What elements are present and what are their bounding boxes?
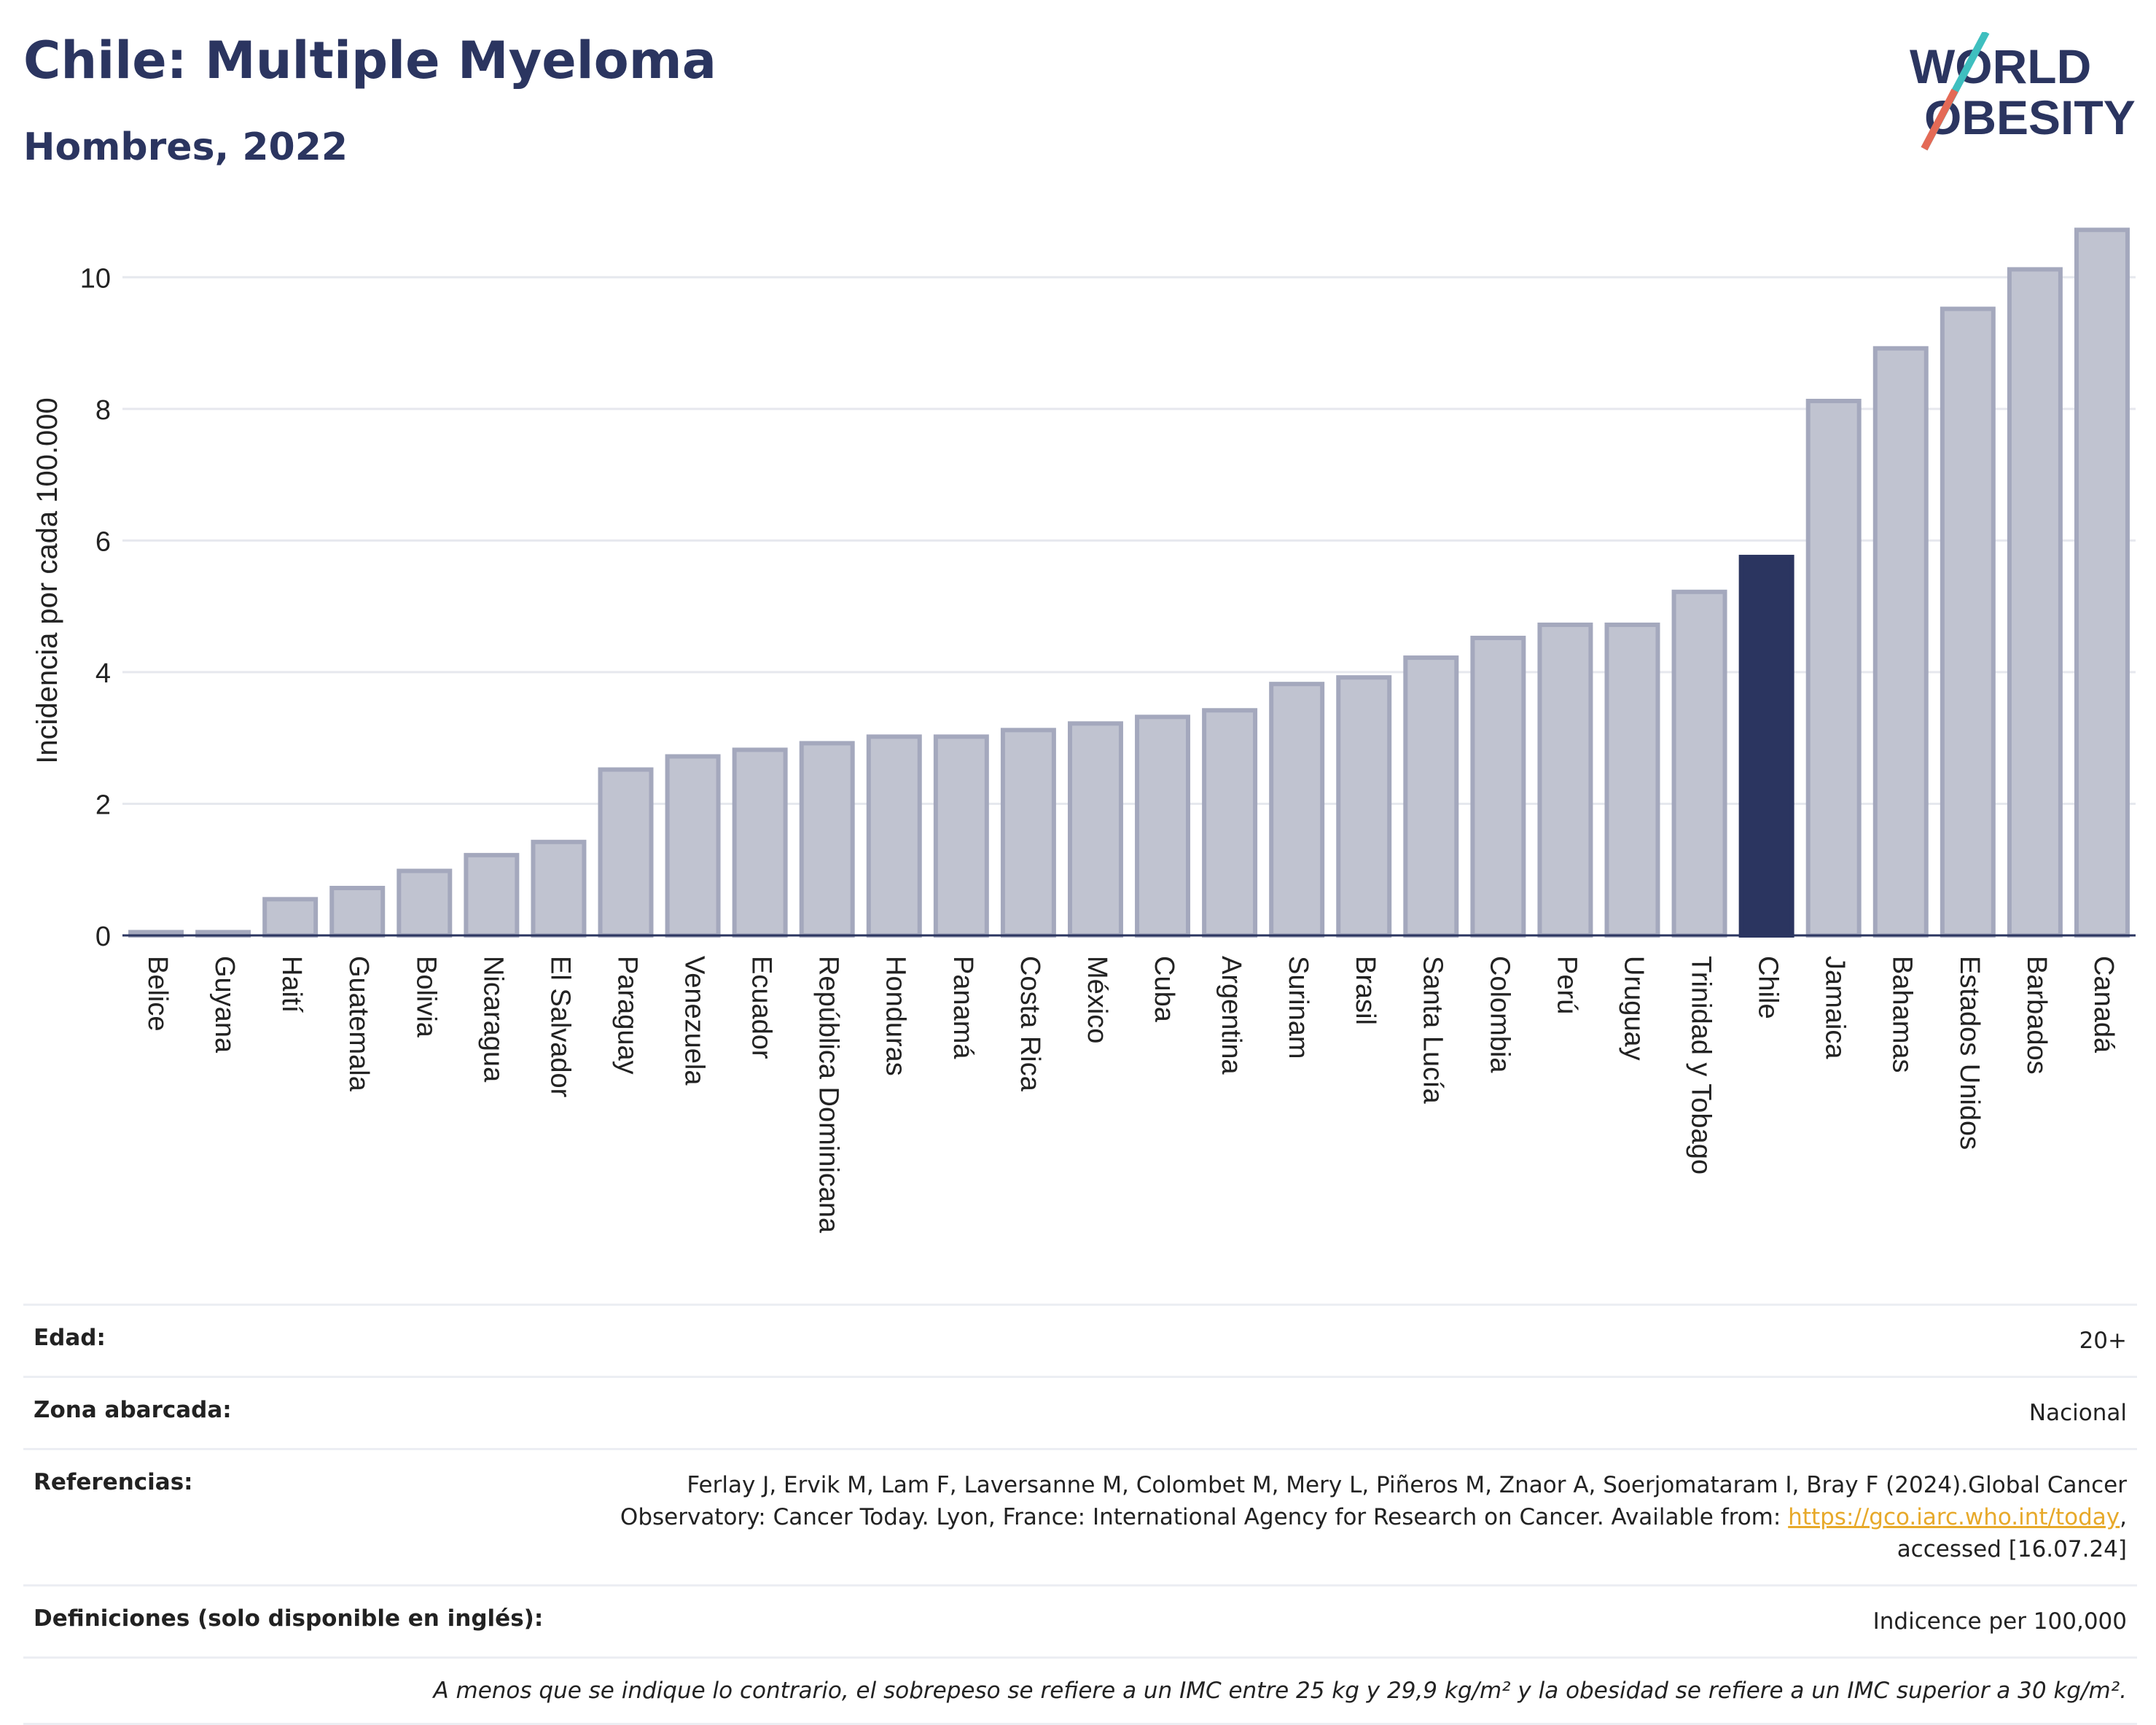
x-tick-label: Cuba <box>1149 956 1179 1023</box>
y-tick-label: 4 <box>95 658 111 689</box>
y-tick-label: 2 <box>95 790 111 820</box>
bar-venezuela <box>665 754 721 938</box>
x-tick-label: Estados Unidos <box>1954 956 1985 1150</box>
x-tick-label: El Salvador <box>544 956 575 1098</box>
y-tick-label: 0 <box>95 922 111 952</box>
info-row-referencias: Referencias: Ferlay J, Ervik M, Lam F, L… <box>23 1448 2137 1584</box>
x-tick-label: Haití <box>276 956 307 1013</box>
ref-line-2-end: , <box>2120 1504 2127 1530</box>
y-axis-ticks: 0 2 4 6 8 10 <box>80 263 111 952</box>
x-tick-label: Santa Lucía <box>1417 956 1448 1105</box>
info-row-edad: Edad: 20+ <box>23 1304 2137 1376</box>
bar-estados-unidos <box>1940 306 1996 938</box>
x-tick-label: Panamá <box>948 956 978 1059</box>
bar-argentina <box>1202 708 1258 938</box>
info-table: Edad: 20+ Zona abarcada: Nacional Refere… <box>23 1304 2137 1725</box>
x-tick-label: Surinam <box>1283 956 1313 1059</box>
bars <box>128 227 2130 938</box>
zona-label: Zona abarcada: <box>34 1397 232 1423</box>
x-tick-label: Perú <box>1551 956 1582 1014</box>
ref-line-3: accessed [16.07.24] <box>1897 1536 2127 1562</box>
bar-perú <box>1537 622 1593 938</box>
svg-text:WORLD: WORLD <box>1910 39 2091 93</box>
x-tick-label: Chile <box>1753 956 1784 1019</box>
page-title: Chile: Multiple Myeloma <box>23 31 716 90</box>
x-tick-label: Belice <box>142 956 173 1032</box>
bar-haití <box>262 897 319 938</box>
x-tick-label: Colombia <box>1484 956 1515 1073</box>
world-obesity-logo: WORLD OBESITY <box>1910 32 2136 151</box>
y-tick-label: 8 <box>95 395 111 426</box>
y-tick-label: 10 <box>80 263 111 294</box>
x-tick-label: Argentina <box>1216 956 1246 1075</box>
svg-text:OBESITY: OBESITY <box>1924 90 2136 144</box>
info-row-note: A menos que se indique lo contrario, el … <box>23 1656 2137 1725</box>
bar-jamaica <box>1805 398 1862 938</box>
bar-brasil <box>1336 675 1392 938</box>
x-tick-label: Ecuador <box>746 956 777 1059</box>
x-tick-label: Brasil <box>1350 956 1380 1025</box>
x-tick-label: República Dominicana <box>813 956 844 1234</box>
edad-value: 20+ <box>2079 1328 2127 1354</box>
bar-paraguay <box>598 767 654 938</box>
zona-value: Nacional <box>2028 1400 2127 1426</box>
ref-link[interactable]: https://gco.iarc.who.int/today <box>1788 1504 2120 1530</box>
bar-bolivia <box>397 868 453 938</box>
x-tick-label: Guatemala <box>343 956 374 1092</box>
x-tick-label: Bolivia <box>410 956 441 1038</box>
grid-lines <box>122 276 2136 805</box>
bar-bahamas <box>1872 346 1929 938</box>
bar-ecuador <box>732 747 788 938</box>
obesity-note: A menos que se indique lo contrario, el … <box>433 1678 2127 1704</box>
x-tick-label: Trinidad y Tobago <box>1686 956 1716 1175</box>
x-tick-label: Honduras <box>880 956 911 1076</box>
y-tick-label: 6 <box>95 526 111 557</box>
x-tick-label: Costa Rica <box>1015 956 1045 1092</box>
x-tick-label: Guyana <box>209 956 240 1054</box>
bar-nicaragua <box>464 852 520 938</box>
bar-guatemala <box>329 886 386 938</box>
x-tick-label: Jamaica <box>1820 956 1851 1059</box>
bar-barbados <box>2007 267 2063 938</box>
bar-costa-rica <box>1000 728 1056 938</box>
x-tick-label: Barbados <box>2021 956 2052 1075</box>
info-row-zona: Zona abarcada: Nacional <box>23 1376 2137 1448</box>
bar-colombia <box>1470 635 1526 938</box>
x-tick-label: Nicaragua <box>477 956 508 1083</box>
bar-chart: 0 2 4 6 8 10 Belice Guyana Haití Guatemala Bolivi… <box>31 227 2136 1234</box>
bar-surinam <box>1269 682 1325 938</box>
y-axis-title: Incidencia por cada 100.000 <box>31 397 63 764</box>
ref-line-1: Ferlay J, Ervik M, Lam F, Laversanne M, … <box>687 1472 2127 1498</box>
x-tick-label: Uruguay <box>1618 956 1649 1061</box>
x-axis-labels: Belice Guyana Haití Guatemala Bolivia Nicarag… <box>142 956 2119 1234</box>
bar-cuba <box>1135 714 1191 938</box>
x-tick-label: México <box>1082 956 1112 1043</box>
x-tick-label: Venezuela <box>679 956 710 1086</box>
ref-line-2: Observatory: Cancer Today. Lyon, France:… <box>620 1504 1789 1530</box>
bar-honduras <box>866 734 922 938</box>
bar-trinidad-y-tobago <box>1671 589 1727 938</box>
bar-el-salvador <box>531 839 587 938</box>
definiciones-label: Definiciones (solo disponible en inglés)… <box>34 1605 544 1632</box>
bar-méxico <box>1067 721 1123 938</box>
page-subtitle: Hombres, 2022 <box>23 125 348 169</box>
x-tick-label: Bahamas <box>1887 956 1918 1073</box>
x-tick-label: Canadá <box>2088 956 2119 1054</box>
bar-chile <box>1738 554 1794 938</box>
bar-panamá <box>933 734 989 938</box>
bar-uruguay <box>1604 622 1660 938</box>
referencias-label: Referencias: <box>34 1469 193 1495</box>
bar-santa-lucía <box>1403 655 1459 938</box>
info-row-definiciones: Definiciones (solo disponible en inglés)… <box>23 1584 2137 1656</box>
edad-label: Edad: <box>34 1325 106 1351</box>
bar-canadá <box>2074 227 2130 938</box>
bar-república-dominicana <box>799 741 855 938</box>
definiciones-value: Indicence per 100,000 <box>1872 1608 2127 1635</box>
x-tick-label: Paraguay <box>612 956 642 1075</box>
referencias-value: Ferlay J, Ervik M, Lam F, Laversanne M, … <box>620 1469 2127 1565</box>
